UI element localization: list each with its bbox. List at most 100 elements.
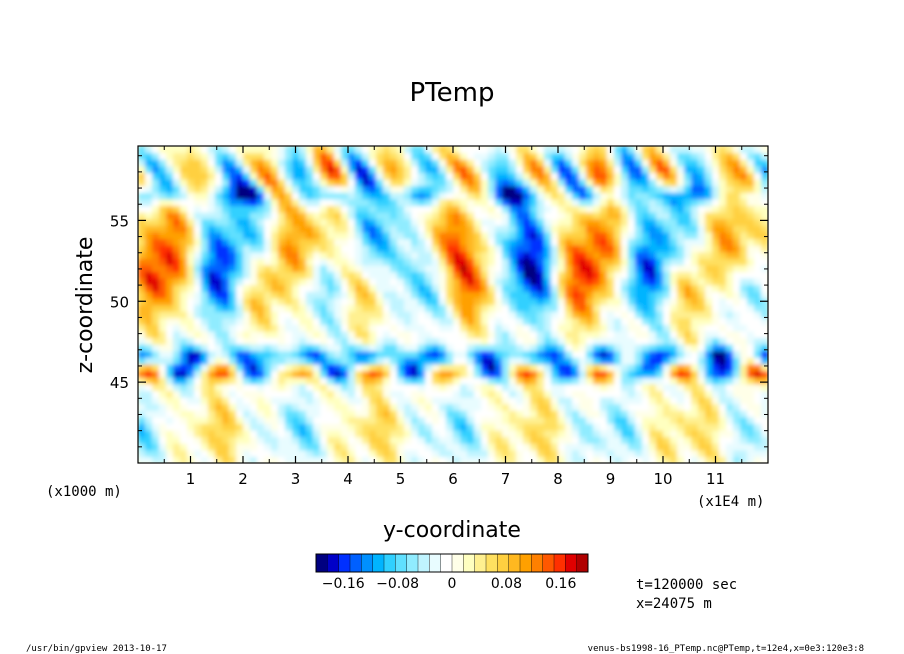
heatmap-cell (418, 284, 426, 292)
heatmap-cell (138, 363, 146, 372)
heatmap-cell (565, 172, 573, 180)
heatmap-cell (677, 423, 685, 431)
heatmap-cell (222, 258, 230, 266)
heatmap-cell (754, 311, 762, 319)
heatmap-cell (530, 410, 538, 418)
heatmap-cell (299, 416, 307, 424)
heatmap-cell (705, 370, 713, 378)
heatmap-cell (635, 225, 643, 233)
heatmap-cell (453, 443, 461, 451)
heatmap-cell (180, 436, 188, 444)
heatmap-cell (460, 218, 468, 226)
heatmap-cell (327, 172, 335, 180)
heatmap-cell (467, 238, 475, 246)
heatmap-cell (257, 231, 265, 240)
heatmap-cell (747, 357, 755, 365)
heatmap-cell (670, 317, 678, 325)
heatmap-cell (733, 159, 741, 167)
heatmap-cell (411, 317, 419, 325)
heatmap-cell (684, 416, 692, 424)
heatmap-cell (369, 172, 377, 180)
heatmap-cell (173, 291, 181, 299)
heatmap-cell (481, 330, 489, 339)
heatmap-cell (278, 238, 286, 246)
heatmap-cell (446, 258, 454, 266)
heatmap-cell (621, 324, 629, 332)
heatmap-cell (264, 350, 272, 358)
heatmap-cell (691, 403, 699, 411)
heatmap-cell (558, 179, 566, 187)
heatmap-cell (649, 429, 657, 438)
heatmap-cell (607, 443, 615, 451)
heatmap-cell (467, 152, 475, 160)
heatmap-cell (362, 396, 370, 405)
heatmap-cell (320, 449, 328, 457)
heatmap-cell (404, 330, 412, 339)
heatmap-cell (572, 271, 580, 279)
heatmap-cell (334, 198, 342, 207)
heatmap-cell (397, 172, 405, 180)
heatmap-cell (299, 218, 307, 226)
heatmap-cell (411, 198, 419, 207)
heatmap-cell (635, 449, 643, 457)
heatmap-cell (313, 159, 321, 167)
heatmap-cell (481, 291, 489, 299)
heatmap-cell (691, 231, 699, 240)
heatmap-cell (208, 416, 216, 424)
heatmap-cell (628, 165, 636, 174)
heatmap-cell (390, 383, 398, 391)
heatmap-cell (432, 377, 440, 385)
heatmap-cell (264, 317, 272, 325)
heatmap-cell (397, 238, 405, 246)
heatmap-cell (537, 225, 545, 233)
heatmap-cell (684, 383, 692, 391)
heatmap-cell (285, 324, 293, 332)
heatmap-cell (180, 179, 188, 187)
heatmap-cell (502, 344, 510, 352)
heatmap-cell (593, 410, 601, 418)
heatmap-cell (194, 370, 202, 378)
heatmap-cell (642, 297, 650, 306)
heatmap-cell (740, 383, 748, 391)
heatmap-cell (145, 291, 153, 299)
colorbar-swatch (440, 553, 453, 573)
heatmap-cell (320, 238, 328, 246)
heatmap-cell (712, 383, 720, 391)
heatmap-cell (243, 291, 251, 299)
heatmap-cell (327, 436, 335, 444)
heatmap-cell (215, 383, 223, 391)
heatmap-cell (278, 205, 286, 213)
heatmap-cell (656, 185, 664, 193)
heatmap-cell (649, 179, 657, 187)
heatmap-cell (614, 350, 622, 358)
heatmap-cell (243, 245, 251, 253)
heatmap-cell (460, 357, 468, 365)
heatmap-cell (327, 271, 335, 279)
heatmap-cell (565, 278, 573, 286)
heatmap-cell (642, 396, 650, 405)
x-tick-label: 3 (291, 470, 301, 488)
heatmap-cell (166, 396, 174, 405)
heatmap-cell (383, 245, 391, 253)
heatmap-cell (327, 429, 335, 438)
heatmap-cell (537, 443, 545, 451)
heatmap-cell (145, 192, 153, 200)
heatmap-cell (586, 370, 594, 378)
heatmap-cell (397, 317, 405, 325)
heatmap-cell (243, 416, 251, 424)
heatmap-cell (726, 449, 734, 457)
heatmap-cell (635, 456, 643, 463)
heatmap-cell (250, 390, 258, 398)
heatmap-cell (544, 383, 552, 391)
heatmap-cell (222, 350, 230, 358)
heatmap-cell (439, 264, 447, 273)
heatmap-cell (432, 429, 440, 438)
heatmap-cell (677, 416, 685, 424)
heatmap-cell (194, 238, 202, 246)
heatmap-cell (404, 225, 412, 233)
heatmap-cell (453, 165, 461, 174)
heatmap-cell (306, 337, 314, 345)
heatmap-cell (607, 370, 615, 378)
heatmap-cell (642, 278, 650, 286)
heatmap-cell (425, 258, 433, 266)
